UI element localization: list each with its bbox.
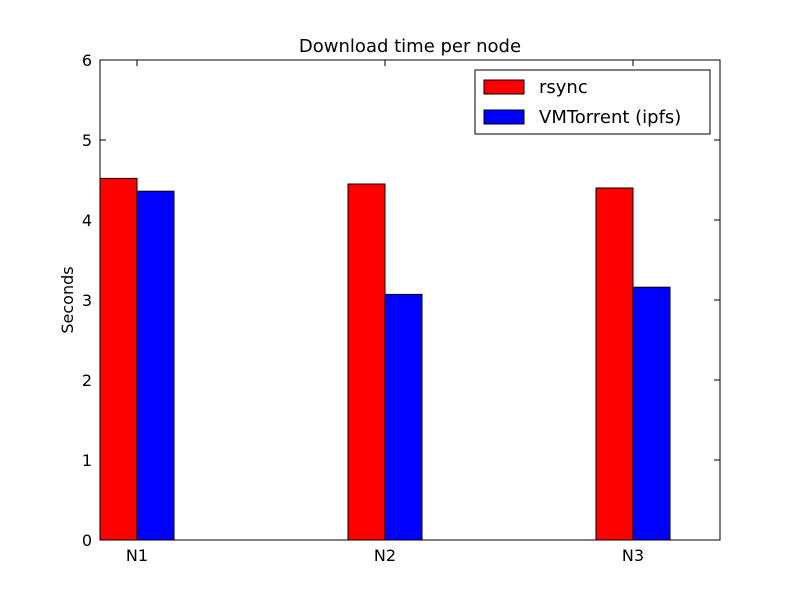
legend-entry-0: rsync bbox=[539, 77, 588, 98]
y-tick-label: 0 bbox=[82, 531, 92, 550]
plot-area: 0 1 2 3 4 5 6 N1 N2 N3 bbox=[82, 51, 720, 565]
bar-rsync-n2 bbox=[347, 183, 386, 541]
axes-frame bbox=[99, 59, 721, 541]
y-tick-label: 6 bbox=[82, 51, 92, 70]
bar-vmtorrent-ipfs--n3 bbox=[632, 286, 671, 541]
x-tick-label: N2 bbox=[374, 546, 396, 565]
chart-title: Download time per node bbox=[299, 36, 521, 57]
y-tick-label: 4 bbox=[82, 211, 92, 230]
x-tick-label: N3 bbox=[622, 546, 644, 565]
y-tick-label: 2 bbox=[82, 371, 92, 390]
bar-vmtorrent-ipfs--n1 bbox=[136, 190, 175, 541]
y-tick-label: 5 bbox=[82, 131, 92, 150]
legend-swatch-0 bbox=[483, 79, 525, 95]
bar-rsync-n1 bbox=[99, 177, 138, 541]
legend: rsync VMTorrent (ipfs) bbox=[474, 69, 711, 135]
bar-vmtorrent-ipfs--n2 bbox=[384, 293, 423, 541]
legend-swatch-1 bbox=[483, 109, 525, 125]
x-tick-label: N1 bbox=[126, 546, 148, 565]
y-tick-label: 3 bbox=[82, 291, 92, 310]
bar-rsync-n3 bbox=[595, 187, 634, 541]
legend-entry-1: VMTorrent (ipfs) bbox=[539, 107, 681, 128]
y-tick-label: 1 bbox=[82, 451, 92, 470]
y-axis-label: Seconds bbox=[58, 266, 77, 333]
